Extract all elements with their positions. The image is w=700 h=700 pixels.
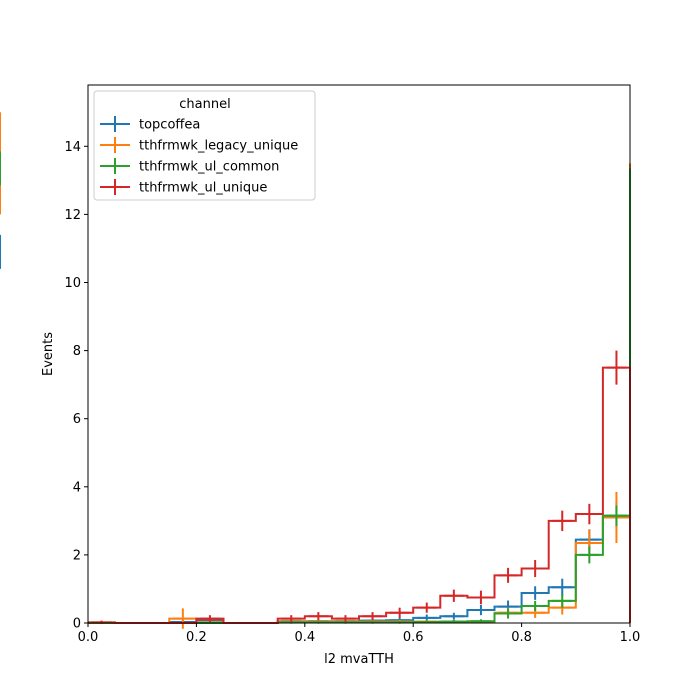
x-tick-label: 0.8 — [511, 630, 532, 645]
y-tick-label: 14 — [64, 140, 81, 155]
y-tick-label: 12 — [64, 208, 81, 223]
series-tthfrmwk-ul-unique — [88, 350, 631, 625]
legend-box — [93, 90, 316, 201]
y-axis-ticks: 0 2 4 6 8 10 12 14 — [64, 140, 88, 632]
legend-label: topcoffea — [139, 118, 200, 133]
series-layer — [0, 112, 631, 629]
legend-label: tthfrmwk_ul_unique — [139, 181, 267, 196]
legend-entry: tthfrmwk_legacy_unique — [100, 137, 298, 154]
y-tick-label: 2 — [73, 548, 81, 563]
legend: channel topcoffea tthfrmwk_legacy_uniquet… — [93, 90, 316, 201]
y-tick-label: 4 — [73, 480, 81, 495]
plot-frame — [87, 84, 631, 624]
y-tick-label: 10 — [64, 276, 81, 291]
x-tick-label: 0.2 — [186, 630, 207, 645]
y-tick-label: 6 — [73, 412, 81, 427]
x-tick-label: 0.4 — [294, 630, 315, 645]
legend-label: tthfrmwk_ul_common — [139, 160, 279, 175]
legend-label: tthfrmwk_legacy_unique — [139, 139, 298, 154]
x-tick-label: 0.0 — [78, 630, 99, 645]
y-tick-label: 8 — [73, 344, 81, 359]
x-axis-label: l2 mvaTTH — [324, 652, 394, 667]
x-tick-label: 0.6 — [403, 630, 424, 645]
legend-entry: topcoffea — [100, 116, 200, 133]
legend-title: channel — [179, 97, 230, 112]
y-tick-label: 0 — [73, 617, 81, 632]
x-tick-label: 1.0 — [620, 630, 641, 645]
x-axis-ticks: 0.0 0.2 0.4 0.6 0.8 1.0 — [78, 623, 641, 645]
legend-entry: tthfrmwk_ul_unique — [100, 179, 267, 196]
legend-entry: tthfrmwk_ul_common — [100, 158, 279, 175]
y-axis-label: Events — [41, 332, 56, 376]
